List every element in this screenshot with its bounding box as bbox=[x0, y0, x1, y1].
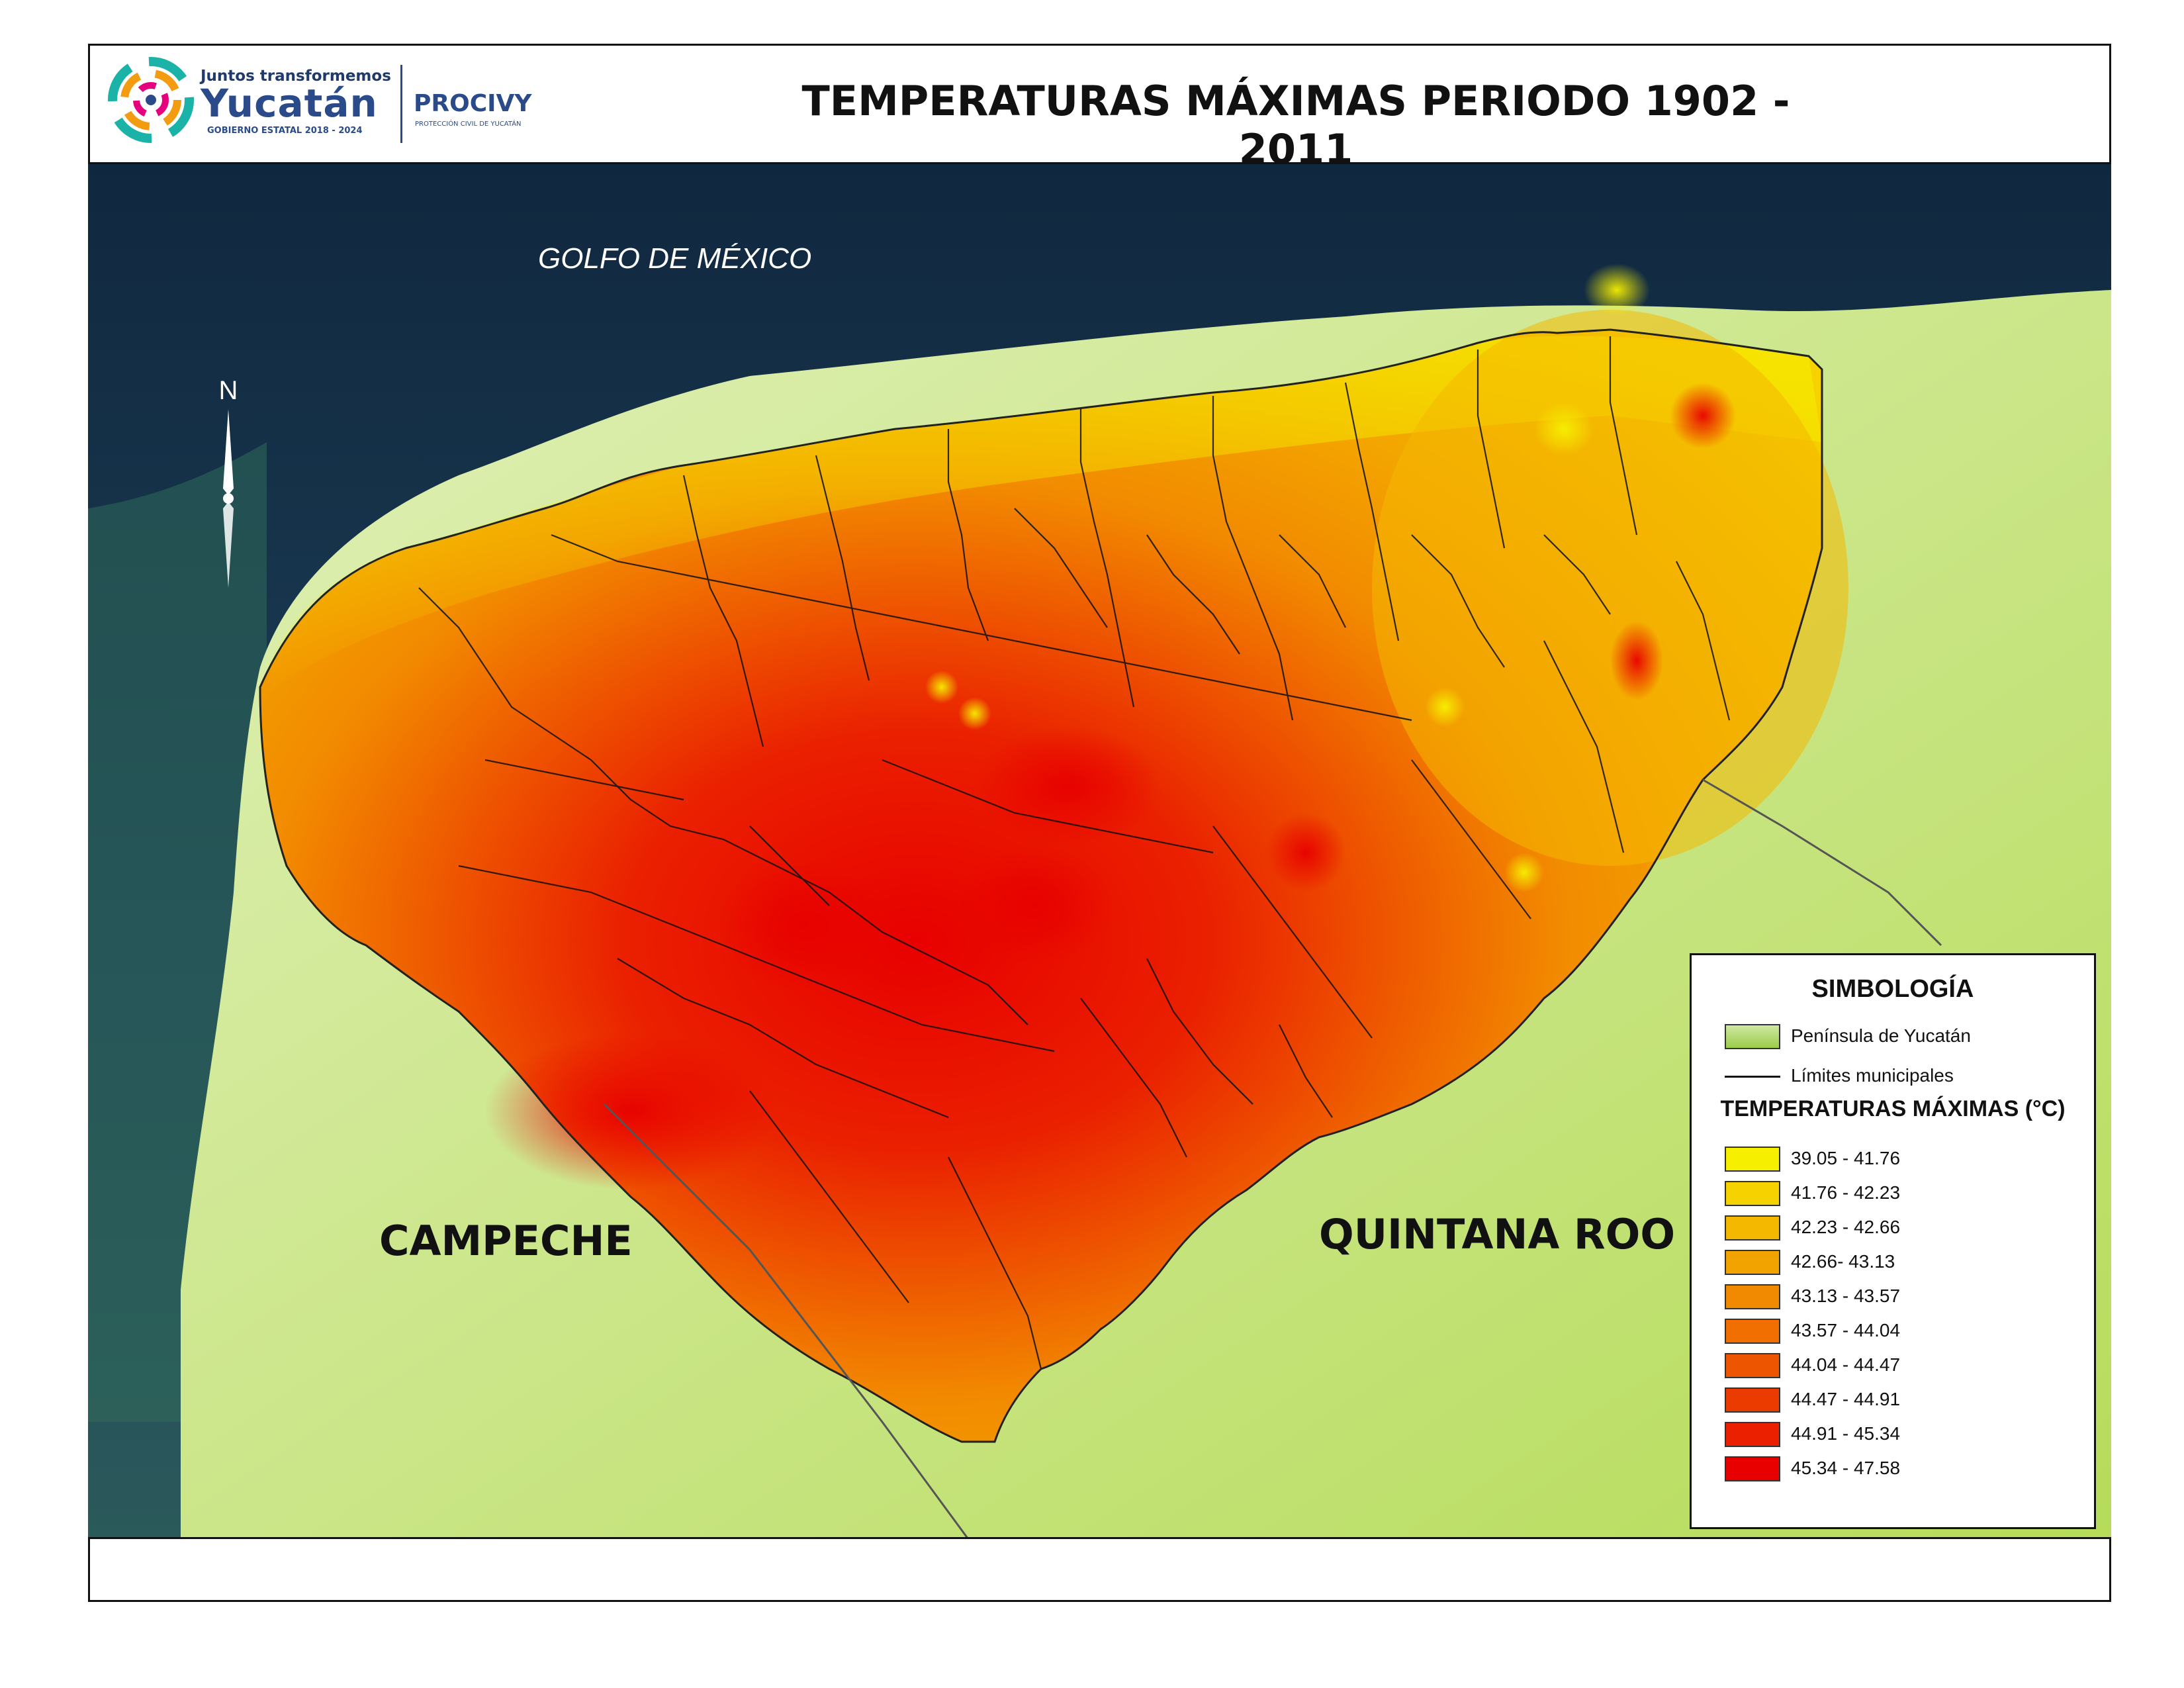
temperature-class-swatch bbox=[1725, 1215, 1780, 1241]
peninsula-swatch bbox=[1725, 1024, 1780, 1049]
north-label: N bbox=[218, 376, 238, 405]
temperature-class-swatch bbox=[1725, 1353, 1780, 1378]
cool-spot bbox=[958, 697, 991, 730]
temperature-class-label: 44.91 - 45.34 bbox=[1791, 1423, 1901, 1444]
temperature-class-label: 43.13 - 43.57 bbox=[1791, 1286, 1901, 1306]
temperature-class-label: 41.76 - 42.23 bbox=[1791, 1182, 1901, 1203]
hot-spot bbox=[1610, 621, 1663, 700]
hot-spot bbox=[485, 1031, 776, 1190]
quintana-roo-label: QUINTANA ROO bbox=[1319, 1210, 1676, 1258]
state-outline bbox=[259, 328, 1823, 1443]
cool-spot bbox=[1584, 263, 1650, 316]
temperature-class-label: 42.23 - 42.66 bbox=[1791, 1217, 1901, 1237]
north-arrow: N bbox=[215, 376, 242, 588]
cool-spot bbox=[1425, 687, 1465, 727]
legend-boundary-label: Límites municipales bbox=[1791, 1065, 1954, 1086]
temperature-class-swatch bbox=[1725, 1181, 1780, 1206]
agency-subtitle: PROTECCIÓN CIVIL DE YUCATÁN bbox=[415, 120, 522, 128]
temperature-class-label: 39.05 - 41.76 bbox=[1791, 1148, 1901, 1168]
government-logo: Juntos transformemos Yucatán GOBIERNO ES… bbox=[108, 57, 558, 150]
state-border-quintana-roo bbox=[1702, 778, 1942, 947]
cool-spot bbox=[1504, 853, 1544, 892]
footer bbox=[88, 1539, 2111, 1602]
map-title: TEMPERATURAS MÁXIMAS PERIODO 1902 - 2011 bbox=[801, 77, 1790, 173]
temperature-class-swatch bbox=[1725, 1147, 1780, 1172]
temperature-class-label: 43.57 - 44.04 bbox=[1791, 1320, 1901, 1340]
temperature-class-label: 42.66- 43.13 bbox=[1791, 1251, 1895, 1272]
hot-spot bbox=[717, 859, 889, 992]
yucatan-logo-icon bbox=[108, 57, 194, 143]
municipal-boundaries bbox=[418, 336, 1731, 1370]
logo-government: GOBIERNO ESTATAL 2018 - 2024 bbox=[207, 126, 363, 136]
cool-spot bbox=[1534, 402, 1594, 455]
temperature-class-swatch bbox=[1725, 1284, 1780, 1309]
temperature-class-swatch bbox=[1725, 1422, 1780, 1447]
cool-spot bbox=[925, 671, 958, 704]
eastern-cool-zone bbox=[1372, 310, 1848, 866]
logo-name: Yucatán bbox=[201, 81, 378, 126]
hot-spot bbox=[1266, 813, 1345, 892]
temperature-class-swatch bbox=[1725, 1456, 1780, 1481]
temperature-class-swatch bbox=[1725, 1250, 1780, 1275]
sea-label: GOLFO DE MÉXICO bbox=[538, 242, 812, 275]
north-arrow-icon bbox=[223, 409, 234, 588]
logo-divider bbox=[400, 65, 402, 143]
legend-temperature-title: TEMPERATURAS MÁXIMAS (°C) bbox=[1720, 1096, 2066, 1121]
campeche-label: CAMPECHE bbox=[379, 1217, 633, 1265]
hot-spot bbox=[1670, 383, 1736, 449]
temperature-class-label: 45.34 - 47.58 bbox=[1791, 1458, 1901, 1478]
temperature-class-swatch bbox=[1725, 1387, 1780, 1413]
temperature-class-label: 44.04 - 44.47 bbox=[1791, 1354, 1901, 1375]
state-border-campeche bbox=[603, 1103, 968, 1537]
legend-title: SIMBOLOGÍA bbox=[1811, 975, 1974, 1003]
hot-spot bbox=[955, 846, 1114, 965]
legend: SIMBOLOGÍA Península de Yucatán Límites … bbox=[1690, 953, 2096, 1529]
temperature-class-label: 44.47 - 44.91 bbox=[1791, 1389, 1901, 1409]
boundary-line-swatch bbox=[1725, 1076, 1780, 1078]
hot-spot bbox=[975, 727, 1160, 846]
header: Juntos transformemos Yucatán GOBIERNO ES… bbox=[88, 44, 2111, 173]
agency-name: PROCIVY bbox=[414, 90, 532, 117]
temperature-class-swatch bbox=[1725, 1319, 1780, 1344]
logo-tagline: Juntos transformemos bbox=[201, 68, 391, 85]
legend-peninsula-label: Península de Yucatán bbox=[1791, 1025, 1971, 1046]
